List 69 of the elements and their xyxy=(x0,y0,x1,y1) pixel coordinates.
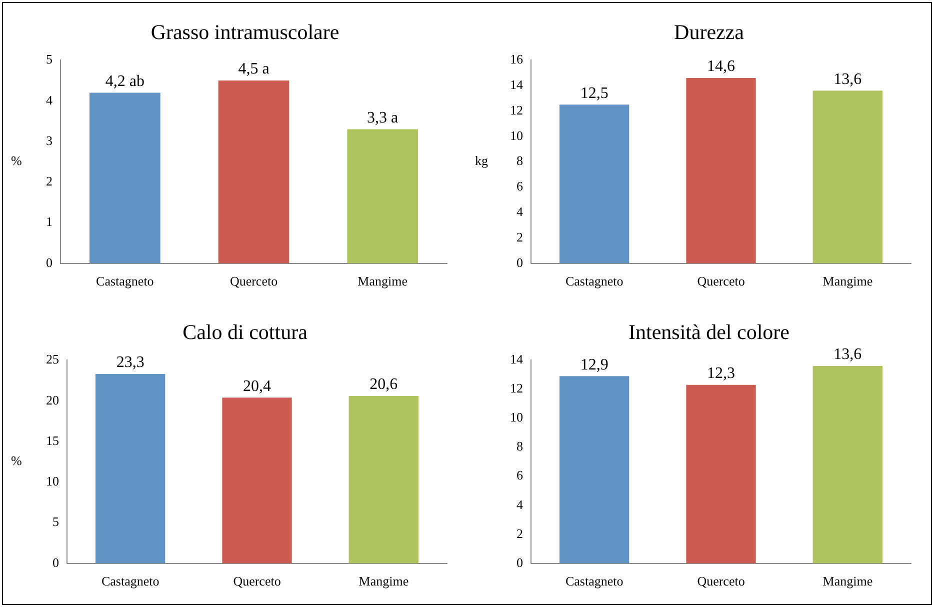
y-tick-label: 0 xyxy=(52,554,59,570)
x-tick-label: Castagneto xyxy=(96,274,154,289)
data-label: 23,3 xyxy=(116,354,144,372)
bar xyxy=(347,129,418,264)
y-tick-label: 0 xyxy=(46,254,52,270)
y-tick-label: 8 xyxy=(516,438,523,454)
data-label: 12,5 xyxy=(580,84,608,102)
data-label: 13,6 xyxy=(834,346,862,364)
y-tick-label: 2 xyxy=(46,174,52,189)
y-tick-label: 14 xyxy=(510,77,524,92)
y-tick-label: 10 xyxy=(510,128,523,143)
y-tick-label: 5 xyxy=(46,52,52,67)
x-tick-label: Mangime xyxy=(822,274,873,289)
y-tick-label: 0 xyxy=(516,254,523,270)
data-label: 12,3 xyxy=(707,365,735,382)
y-tick-label: 5 xyxy=(52,514,59,530)
y-tick-label: 16 xyxy=(510,52,524,67)
y-tick-label: 3 xyxy=(46,132,52,148)
data-label: 12,9 xyxy=(580,356,608,374)
y-axis-title: % xyxy=(11,153,22,168)
y-tick-label: 4 xyxy=(516,204,524,220)
y-axis-title: kg xyxy=(475,153,488,168)
y-tick-label: 4 xyxy=(46,92,53,108)
x-tick-label: Castagneto xyxy=(101,574,160,589)
chart-title: Grasso intramuscolare xyxy=(150,20,340,44)
x-tick-label: Mangime xyxy=(358,274,408,289)
y-tick-label: 1 xyxy=(46,214,52,230)
y-tick-label: 25 xyxy=(46,352,59,367)
bar xyxy=(812,366,882,564)
x-tick-label: Querceto xyxy=(230,274,278,289)
y-tick-label: 8 xyxy=(516,153,523,168)
data-label: 20,4 xyxy=(243,378,271,395)
data-label: 4,5 a xyxy=(238,60,270,78)
y-tick-label: 10 xyxy=(510,410,523,425)
x-tick-label: Castagneto xyxy=(565,274,624,289)
y-tick-label: 10 xyxy=(46,474,59,489)
bar xyxy=(348,396,418,564)
data-label: 13,6 xyxy=(834,70,862,88)
bar xyxy=(222,398,292,564)
y-tick-label: 12 xyxy=(510,102,523,118)
bar xyxy=(560,376,630,564)
y-tick-label: 20 xyxy=(46,392,59,408)
y-tick-label: 6 xyxy=(516,468,524,483)
y-tick-label: 14 xyxy=(510,352,524,367)
data-label: 4,2 ab xyxy=(105,72,144,90)
y-tick-label: 15 xyxy=(46,432,59,448)
bar xyxy=(218,80,290,264)
x-tick-label: Querceto xyxy=(233,574,281,589)
data-label: 14,6 xyxy=(707,58,735,76)
x-tick-label: Mangime xyxy=(822,574,873,589)
y-axis-title: % xyxy=(11,453,22,468)
chart-title: Durezza xyxy=(674,20,745,44)
y-tick-label: 6 xyxy=(516,178,524,194)
chart-title: Intensità del colore xyxy=(628,320,790,344)
x-tick-label: Querceto xyxy=(697,274,745,289)
y-tick-label: 4 xyxy=(516,496,524,512)
x-tick-label: Querceto xyxy=(697,574,745,589)
data-label: 20,6 xyxy=(370,376,398,394)
y-tick-label: 12 xyxy=(510,380,523,396)
y-tick-label: 0 xyxy=(516,554,523,570)
bar xyxy=(96,374,166,564)
x-tick-label: Castagneto xyxy=(565,574,624,589)
y-tick-label: 2 xyxy=(516,526,523,541)
bar xyxy=(686,384,756,564)
y-tick-label: 2 xyxy=(516,229,523,244)
chart-title: Calo di cottura xyxy=(182,320,308,344)
x-tick-label: Mangime xyxy=(358,574,409,589)
bar xyxy=(89,92,160,264)
data-label: 3,3 a xyxy=(367,109,398,126)
